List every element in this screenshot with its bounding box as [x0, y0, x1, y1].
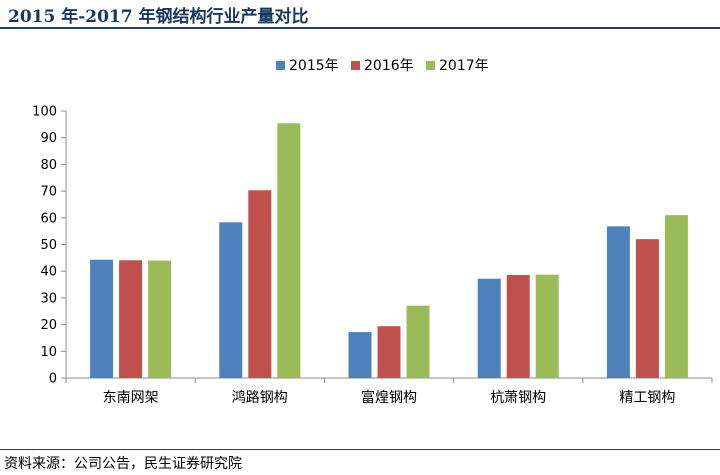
y-tick-label: 60	[40, 211, 57, 226]
bar	[219, 222, 243, 378]
x-tick-label: 东南网架	[103, 390, 159, 406]
x-tick-label: 富煌钢构	[361, 389, 417, 406]
bar	[90, 259, 114, 378]
bar	[606, 226, 630, 378]
y-tick-label: 90	[40, 131, 57, 146]
title-divider	[0, 27, 720, 29]
bar	[635, 239, 659, 378]
bar	[506, 274, 530, 378]
bar	[664, 215, 688, 378]
y-tick-label: 20	[40, 318, 57, 333]
y-tick-label: 40	[40, 265, 57, 280]
footer-divider	[0, 449, 720, 450]
y-tick-label: 100	[32, 105, 57, 120]
x-tick-label: 鸿路钢构	[232, 389, 288, 406]
y-tick-label: 70	[40, 185, 57, 200]
x-tick-label: 精工钢构	[619, 390, 675, 406]
y-tick-label: 80	[40, 158, 57, 173]
y-tick-label: 10	[40, 345, 57, 360]
bar	[348, 332, 372, 378]
y-tick-label: 50	[40, 238, 57, 253]
bar	[248, 190, 272, 378]
legend-swatch	[276, 61, 285, 70]
bar	[377, 326, 401, 378]
legend-label: 2016年	[364, 58, 414, 74]
bar	[477, 278, 501, 378]
bar	[277, 123, 301, 378]
page-title: 2015 年-2017 年钢结构行业产量对比	[8, 7, 309, 27]
legend-label: 2017年	[439, 58, 489, 74]
source-note: 资料来源：公司公告，民生证券研究院	[4, 456, 242, 472]
chart-bars	[90, 123, 688, 378]
bar	[535, 274, 559, 378]
legend-swatch	[351, 61, 360, 70]
y-tick-label: 30	[40, 291, 57, 306]
bar	[119, 260, 143, 378]
legend-swatch	[426, 61, 435, 70]
x-tick-label: 杭萧钢构	[490, 390, 546, 406]
chart-legend: 2015年 2016年 2017年	[276, 58, 489, 74]
y-tick-label: 0	[49, 372, 57, 387]
legend-label: 2015年	[289, 58, 339, 74]
bar-chart: 2015年 2016年 2017年 0 10 20 30 40 50 60 70 80 90 100 东南…	[32, 58, 713, 406]
bar	[406, 305, 430, 378]
bar	[148, 260, 172, 378]
